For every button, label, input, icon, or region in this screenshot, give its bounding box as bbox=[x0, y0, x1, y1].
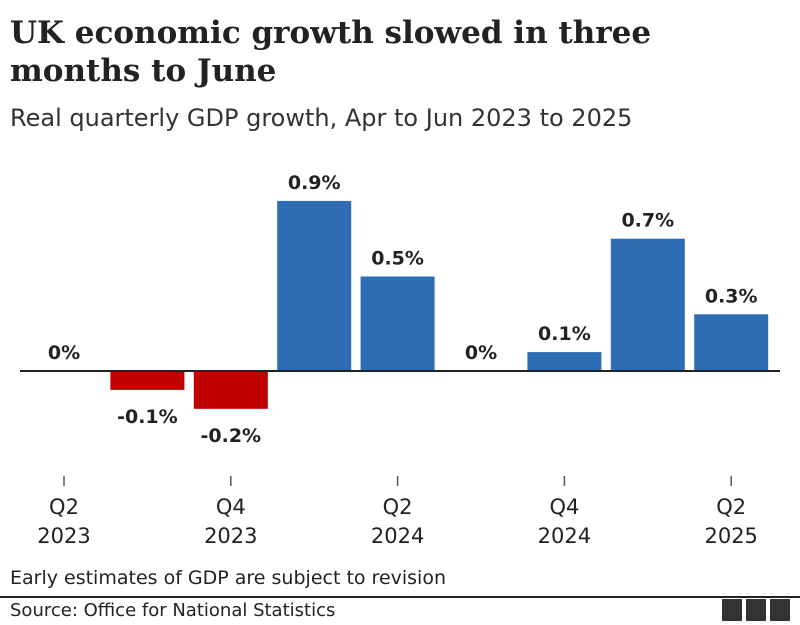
chart-subtitle: Real quarterly GDP growth, Apr to Jun 20… bbox=[10, 104, 633, 132]
data-label-q4-2024: 0.1% bbox=[538, 323, 591, 345]
x-tick-label-quarter: Q2 bbox=[383, 495, 413, 519]
x-tick-label-quarter: Q4 bbox=[216, 495, 246, 519]
bar-q2-2024 bbox=[360, 276, 435, 371]
bar-q3-2023 bbox=[110, 371, 185, 390]
x-tick-label-quarter: Q2 bbox=[49, 495, 79, 519]
data-label-q4-2023: -0.2% bbox=[201, 425, 262, 447]
bar-q4-2023 bbox=[193, 371, 268, 409]
gdp-bar-chart: 0% -0.1% -0.2% 0.9% 0.5% 0% 0.1% 0.7% 0.3% Q2 2023… bbox=[20, 172, 780, 548]
source-text: Source: Office for National Statistics bbox=[10, 600, 336, 621]
data-label-q2-2025: 0.3% bbox=[705, 285, 758, 307]
data-label-q2-2024: 0.5% bbox=[371, 248, 424, 270]
x-tick-label-quarter: Q4 bbox=[549, 495, 579, 519]
source-divider bbox=[0, 596, 800, 598]
chart-title: UK economic growth slowed in three month… bbox=[10, 15, 652, 89]
data-label-q3-2024: 0% bbox=[465, 342, 497, 364]
x-tick-label-year: 2023 bbox=[37, 524, 90, 548]
data-label-q3-2023: -0.1% bbox=[117, 406, 178, 428]
revision-note: Early estimates of GDP are subject to re… bbox=[10, 567, 447, 589]
x-tick-label-year: 2025 bbox=[704, 524, 757, 548]
data-label-q2-2023: 0% bbox=[48, 342, 80, 364]
data-label-q1-2024: 0.9% bbox=[288, 172, 341, 194]
data-label-q1-2025: 0.7% bbox=[621, 210, 674, 232]
bar-q1-2025 bbox=[610, 238, 685, 371]
x-tick-label-year: 2024 bbox=[371, 524, 424, 548]
x-tick-label-quarter: Q2 bbox=[716, 495, 746, 519]
x-tick-label-year: 2023 bbox=[204, 524, 257, 548]
bar-q2-2025 bbox=[694, 314, 769, 371]
x-tick-label-year: 2024 bbox=[538, 524, 591, 548]
bar-q4-2024 bbox=[527, 352, 602, 371]
bbc-logo bbox=[722, 599, 790, 621]
bar-q1-2024 bbox=[277, 200, 352, 371]
